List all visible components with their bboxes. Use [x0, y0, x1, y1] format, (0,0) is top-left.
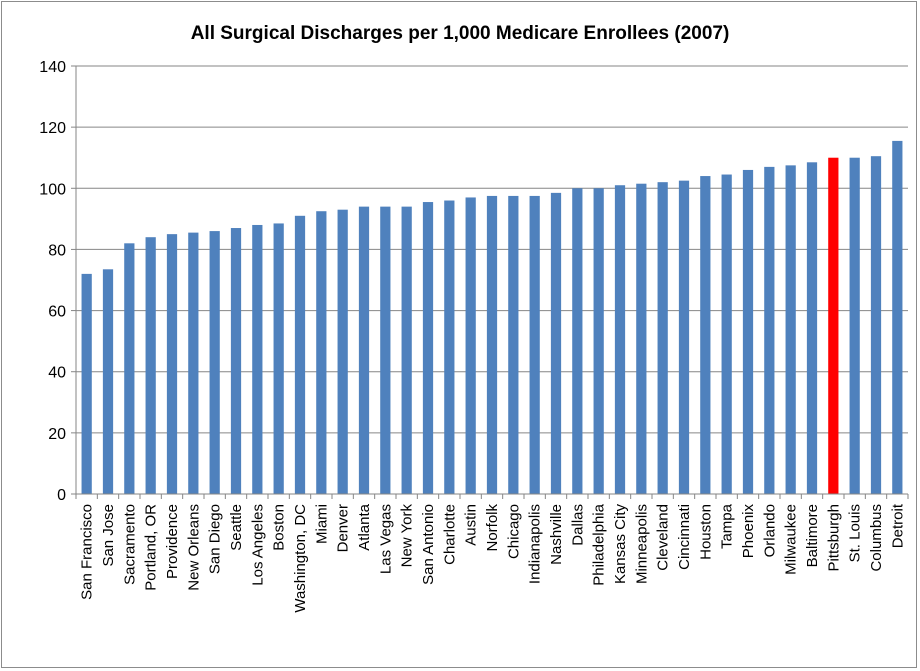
bar [678, 180, 690, 494]
bar [444, 200, 455, 494]
bar [166, 234, 178, 494]
bar [550, 192, 562, 494]
bar [572, 188, 583, 495]
bar [145, 237, 156, 494]
bar [230, 228, 242, 494]
y-tick-label: 0 [57, 487, 66, 504]
x-category-label: Tampa [719, 503, 736, 549]
x-axis-category-labels: San Francisco San Jose Sacramento Portland,… [75, 494, 909, 613]
x-category-label: Cincinnati [676, 504, 693, 570]
bar [188, 232, 199, 494]
bar [508, 195, 519, 494]
x-category-label: St. Louis [847, 504, 864, 562]
x-category-label: Las Vegas [377, 504, 394, 574]
bar [209, 231, 220, 495]
bar [81, 273, 92, 494]
bar [316, 211, 327, 494]
x-category-label: Dallas [569, 504, 586, 546]
bar [337, 209, 348, 494]
bar-highlighted [828, 157, 839, 494]
x-category-label: Houston [697, 504, 714, 560]
y-tick-label: 120 [39, 120, 66, 137]
bar [273, 223, 284, 494]
bar [742, 169, 754, 494]
x-category-label: Nashville [548, 504, 565, 565]
bars [81, 140, 903, 495]
bar [614, 185, 626, 494]
x-category-label: Milwaukee [783, 504, 800, 575]
x-category-label: Providence [164, 504, 181, 579]
bar [102, 269, 114, 494]
x-category-label: Washington, DC [292, 504, 309, 613]
x-category-label: Chicago [505, 504, 522, 559]
bar [849, 157, 860, 494]
x-category-label: Cleveland [655, 504, 672, 571]
x-category-label: San Diego [207, 504, 224, 574]
x-category-label: Austin [463, 504, 480, 546]
x-category-label: Norfolk [484, 504, 501, 552]
x-category-label: Phoenix [740, 504, 757, 559]
x-category-label: Philadelphia [591, 503, 608, 585]
bar [124, 243, 135, 494]
bar [870, 156, 882, 494]
x-category-label: San Jose [100, 504, 117, 567]
y-tick-label: 60 [48, 304, 66, 321]
y-tick-label: 20 [48, 426, 66, 443]
bar [657, 182, 668, 494]
bar [358, 206, 370, 494]
bar [252, 224, 263, 494]
bar [806, 162, 818, 495]
x-category-label: Minneapolis [633, 504, 650, 584]
chart-title: All Surgical Discharges per 1,000 Medica… [191, 23, 730, 44]
x-category-label: San Francisco [79, 504, 96, 600]
axes [75, 66, 908, 495]
x-category-label: Orlando [761, 504, 778, 557]
bar [380, 206, 391, 494]
y-tick-label: 100 [39, 181, 66, 198]
y-tick-label: 40 [48, 365, 66, 382]
x-category-label: Columbus [868, 504, 885, 572]
bar [593, 188, 604, 495]
bar [465, 197, 476, 494]
x-category-label: New Orleans [185, 504, 202, 591]
x-category-label: Indianapolis [527, 504, 544, 584]
x-category-label: Kansas City [612, 504, 629, 585]
x-category-label: Portland, OR [143, 504, 160, 591]
bar [636, 183, 647, 494]
x-category-label: Detroit [889, 503, 906, 548]
bar [892, 140, 903, 494]
y-tick-label: 80 [48, 242, 66, 259]
x-category-label: Charlotte [441, 504, 458, 565]
y-axis-tick-labels: 0 20 40 60 80 100 120 140 [39, 59, 66, 504]
x-category-label: Pittsburgh [825, 504, 842, 572]
bar [294, 215, 306, 495]
x-category-label: Boston [271, 504, 288, 551]
x-category-label: Seattle [228, 504, 245, 551]
bar [401, 206, 412, 494]
x-category-label: New York [399, 504, 416, 568]
bar [422, 202, 434, 495]
x-category-label: Miami [313, 504, 330, 544]
bar [700, 176, 711, 495]
bar [486, 195, 498, 494]
x-category-label: Denver [335, 504, 352, 552]
x-category-label: Atlanta [356, 503, 373, 550]
bar [785, 165, 796, 494]
bar [529, 195, 540, 494]
bar [764, 166, 775, 494]
bar [721, 174, 732, 494]
y-tick-label: 140 [39, 59, 66, 76]
x-category-label: San Antonio [420, 504, 437, 585]
x-category-label: Sacramento [121, 504, 138, 585]
x-category-label: Los Angeles [249, 504, 266, 586]
x-category-label: Baltimore [804, 504, 821, 567]
